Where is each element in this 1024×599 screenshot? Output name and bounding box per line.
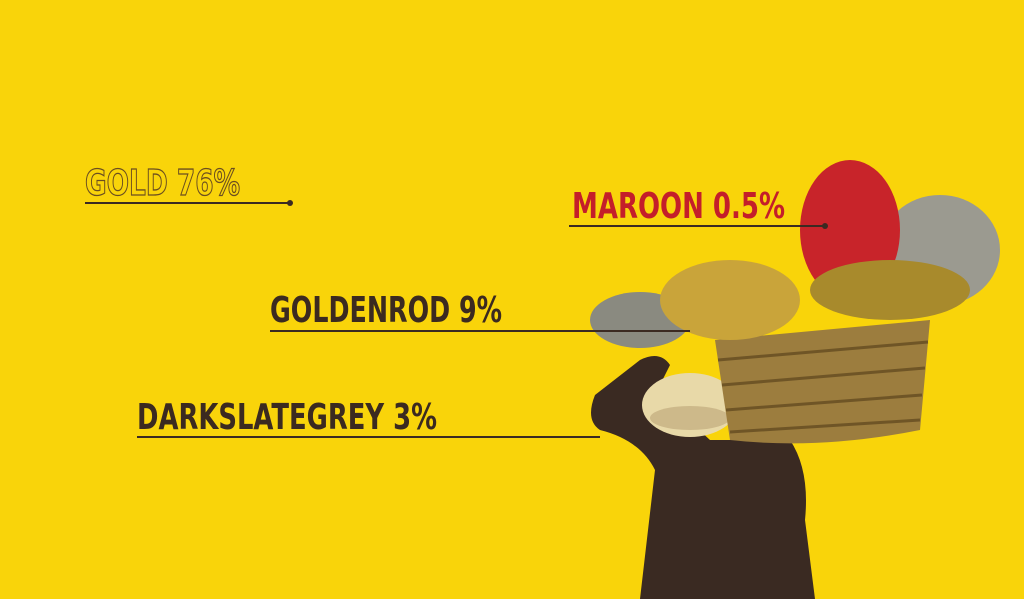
color-label: MAROON 0.5% [572,186,785,227]
leader-dot [822,223,828,229]
color-label: DARKSLATEGREY 3% [137,397,437,438]
leaders [85,202,825,438]
leader-dot [287,200,293,206]
figure [590,160,1000,599]
color-label: GOLDENROD 9% [270,290,502,331]
color-label: GOLD 76% [85,163,240,204]
